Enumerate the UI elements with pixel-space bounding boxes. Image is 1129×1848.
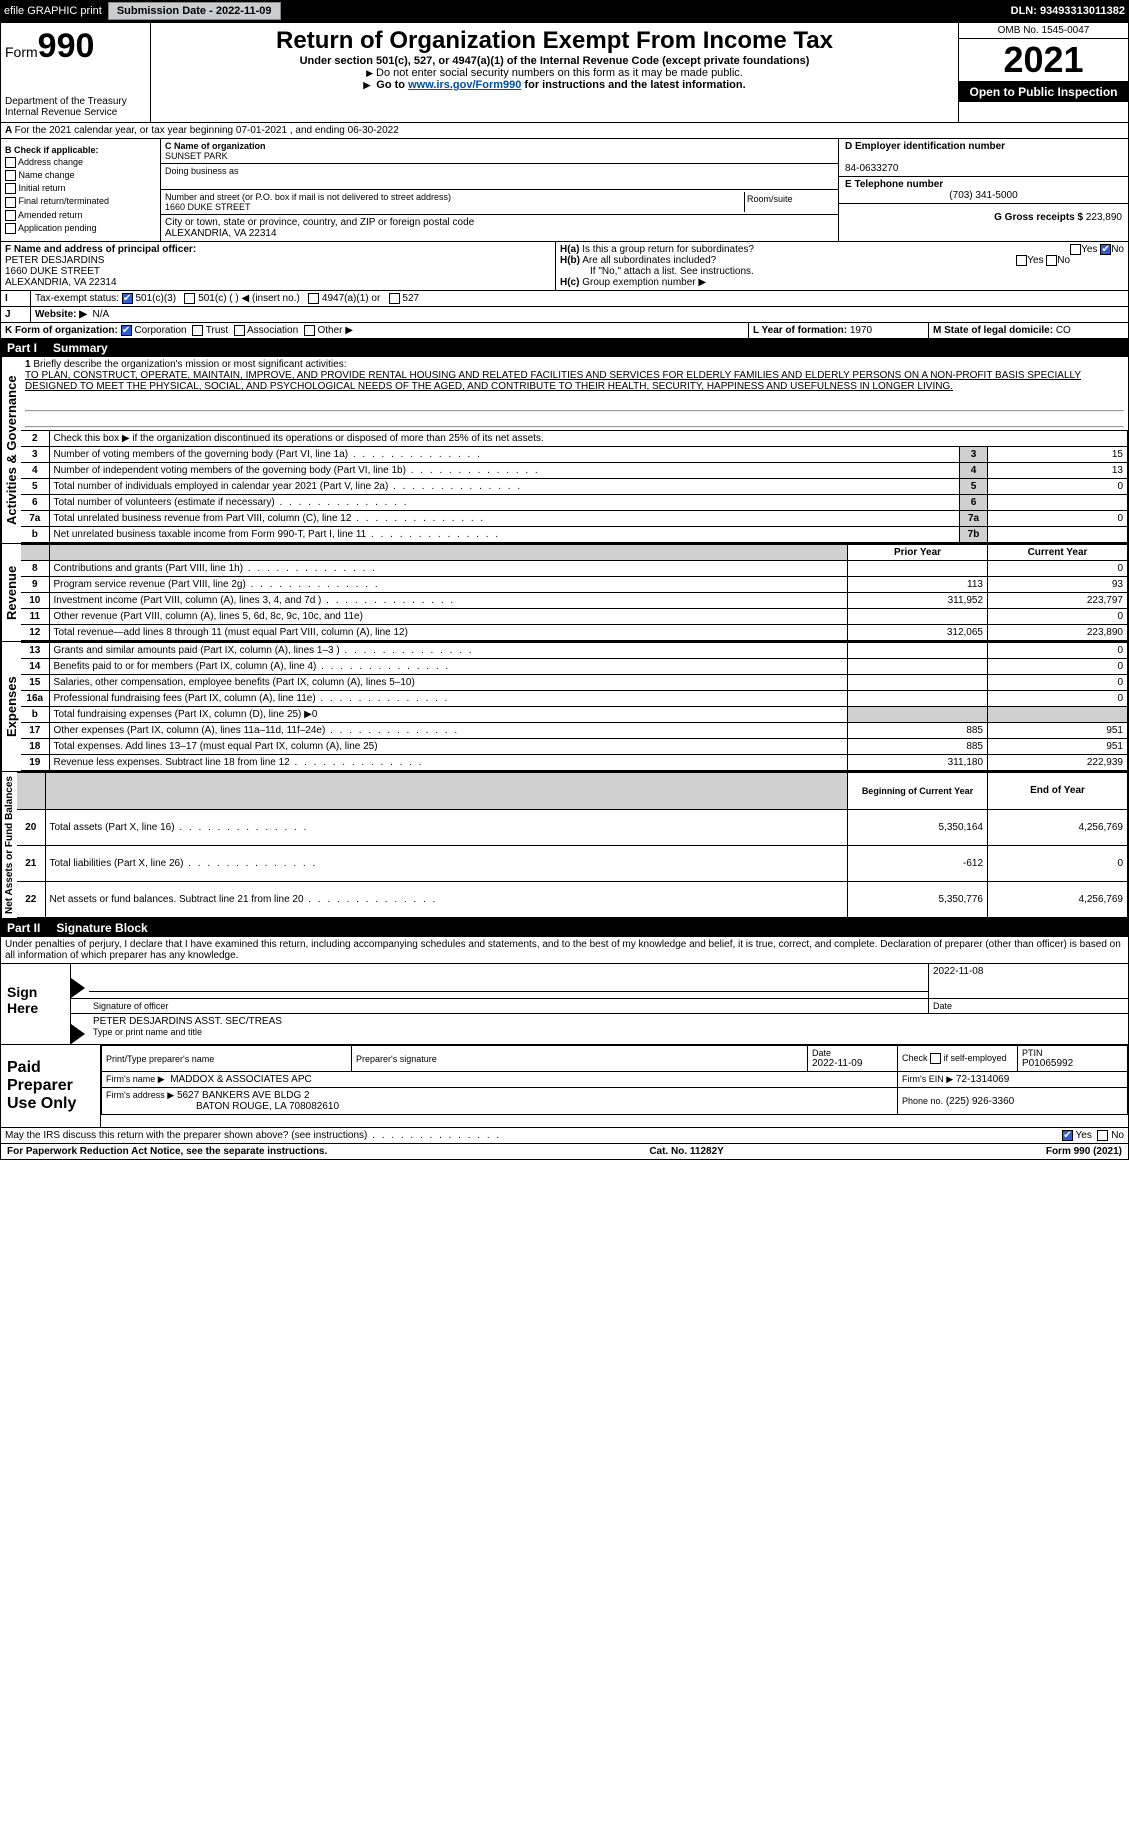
sign-here-label: Sign Here: [1, 964, 71, 1044]
subtitle-1: Under section 501(c), 527, or 4947(a)(1)…: [159, 55, 950, 67]
gross-receipts: 223,890: [1086, 212, 1122, 223]
side-rev: Revenue: [1, 544, 21, 641]
form-word: Form: [5, 44, 38, 60]
website: N/A: [93, 309, 110, 320]
mission-text: TO PLAN, CONSTRUCT, OPERATE, MAINTAIN, I…: [25, 370, 1081, 392]
cb-501c3[interactable]: [122, 293, 133, 304]
v7b: [988, 527, 1128, 543]
officer-print-name: PETER DESJARDINS ASST. SEC/TREAS: [93, 1016, 1124, 1027]
street-address: 1660 DUKE STREET: [165, 202, 251, 212]
officer-name: PETER DESJARDINS: [5, 255, 104, 266]
may-irs-discuss: May the IRS discuss this return with the…: [1, 1128, 1128, 1144]
part1-header: Part I Summary: [1, 339, 1128, 357]
check-if-applicable: B Check if applicable: Address change Na…: [1, 139, 161, 241]
expenses-block: Expenses 13Grants and similar amounts pa…: [1, 642, 1128, 772]
side-net: Net Assets or Fund Balances: [1, 772, 17, 918]
checkbox-amended[interactable]: [5, 210, 16, 221]
ha-no[interactable]: [1100, 244, 1111, 255]
form-of-org-row: K Form of organization: Corporation Trus…: [1, 323, 1128, 339]
hb-no[interactable]: [1046, 255, 1057, 266]
page-footer: For Paperwork Reduction Act Notice, see …: [1, 1144, 1128, 1159]
cb-other[interactable]: [304, 325, 315, 336]
revenue-block: Revenue Prior YearCurrent Year 8Contribu…: [1, 544, 1128, 642]
v3: 15: [988, 447, 1128, 463]
header-middle: Return of Organization Exempt From Incom…: [151, 23, 958, 122]
header-right: OMB No. 1545-0047 2021 Open to Public In…: [958, 23, 1128, 122]
form-number: 990: [38, 27, 95, 65]
perjury-declaration: Under penalties of perjury, I declare th…: [1, 937, 1128, 964]
v5: 0: [988, 479, 1128, 495]
checkbox-application-pending[interactable]: [5, 223, 16, 234]
side-ag: Activities & Governance: [1, 357, 21, 543]
city-state-zip: ALEXANDRIA, VA 22314: [165, 228, 277, 239]
subtitle-2: Do not enter social security numbers on …: [159, 67, 950, 79]
top-bar: efile GRAPHIC print Submission Date - 20…: [0, 0, 1129, 22]
arrow-icon: [71, 978, 85, 998]
side-exp: Expenses: [1, 642, 21, 771]
net-assets-block: Net Assets or Fund Balances Beginning of…: [1, 772, 1128, 919]
discuss-yes[interactable]: [1062, 1130, 1073, 1141]
year-formation: 1970: [850, 325, 872, 336]
header-left: Form990 Department of the Treasury Inter…: [1, 23, 151, 122]
form-page: Form990 Department of the Treasury Inter…: [0, 22, 1129, 1160]
cb-527[interactable]: [389, 293, 400, 304]
efile-label: efile GRAPHIC print: [4, 5, 102, 17]
v7a: 0: [988, 511, 1128, 527]
ein: 84-0633270: [845, 163, 898, 174]
paid-preparer-block: Paid Preparer Use Only Print/Type prepar…: [1, 1045, 1128, 1128]
period-line: A For the 2021 calendar year, or tax yea…: [1, 123, 1128, 139]
dln-label: DLN: 93493313011382: [1011, 5, 1125, 17]
cb-corp[interactable]: [121, 325, 132, 336]
dept-treasury: Department of the Treasury: [5, 96, 146, 107]
omb-number: OMB No. 1545-0047: [959, 23, 1128, 39]
firm-ein: 72-1314069: [956, 1074, 1009, 1085]
firm-name: MADDOX & ASSOCIATES APC: [170, 1074, 312, 1085]
ptin: P01065992: [1022, 1058, 1123, 1069]
irs-link[interactable]: www.irs.gov/Form990: [408, 79, 521, 91]
tax-exempt-row: I Tax-exempt status: 501(c)(3) 501(c) ( …: [1, 291, 1128, 307]
checkbox-final-return[interactable]: [5, 197, 16, 208]
cb-assoc[interactable]: [234, 325, 245, 336]
sign-here-block: Sign Here 2022-11-08 Signature of office…: [1, 964, 1128, 1045]
checkbox-name-change[interactable]: [5, 170, 16, 181]
tax-year: 2021: [959, 39, 1128, 82]
paid-preparer-label: Paid Preparer Use Only: [1, 1045, 101, 1127]
form-header: Form990 Department of the Treasury Inter…: [1, 23, 1128, 123]
cb-501c[interactable]: [184, 293, 195, 304]
cb-trust[interactable]: [192, 325, 203, 336]
form-title: Return of Organization Exempt From Incom…: [159, 27, 950, 55]
officer-group-block: F Name and address of principal officer:…: [1, 242, 1128, 291]
cb-4947[interactable]: [308, 293, 319, 304]
cb-self-employed[interactable]: [930, 1053, 941, 1064]
sig-date: 2022-11-08: [933, 966, 1124, 977]
entity-center: C Name of organization SUNSET PARK Doing…: [161, 139, 838, 241]
preparer-date: 2022-11-09: [812, 1058, 893, 1069]
phone: (703) 341-5000: [845, 190, 1122, 201]
org-name: SUNSET PARK: [165, 151, 228, 161]
checkbox-initial-return[interactable]: [5, 183, 16, 194]
preparer-phone: (225) 926-3360: [946, 1096, 1014, 1107]
submission-date-button[interactable]: Submission Date - 2022-11-09: [108, 2, 281, 20]
checkbox-address-change[interactable]: [5, 157, 16, 168]
subtitle-3: Go to www.irs.gov/Form990 for instructio…: [159, 79, 950, 91]
v6: [988, 495, 1128, 511]
irs-label: Internal Revenue Service: [5, 107, 146, 118]
open-to-public: Open to Public Inspection: [959, 82, 1128, 102]
discuss-no[interactable]: [1097, 1130, 1108, 1141]
hb-yes[interactable]: [1016, 255, 1027, 266]
v4: 13: [988, 463, 1128, 479]
activities-governance: Activities & Governance 1 Briefly descri…: [1, 357, 1128, 544]
ha-yes[interactable]: [1070, 244, 1081, 255]
arrow-icon: [71, 1024, 85, 1044]
website-row: J Website: ▶ N/A: [1, 307, 1128, 323]
entity-right: D Employer identification number84-06332…: [838, 139, 1128, 241]
part2-header: Part II Signature Block: [1, 919, 1128, 937]
entity-block: B Check if applicable: Address change Na…: [1, 139, 1128, 242]
state-domicile: CO: [1056, 325, 1071, 336]
